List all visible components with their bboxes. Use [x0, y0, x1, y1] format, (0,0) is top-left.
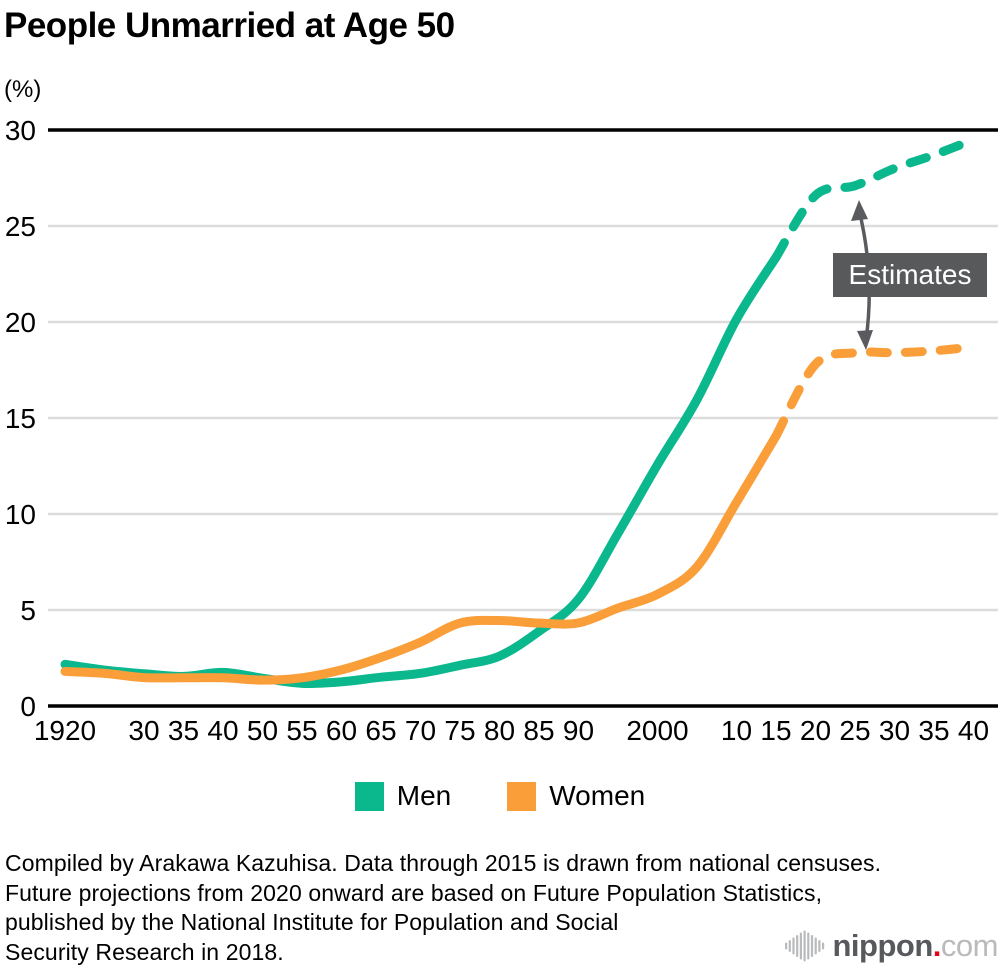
soundwave-bar [810, 935, 813, 957]
x-tick-label: 2000 [626, 715, 688, 746]
men-line-estimate [771, 135, 978, 262]
x-tick-label: 65 [365, 715, 396, 746]
logo-tld: com [940, 928, 999, 963]
x-tick-label: 80 [484, 715, 515, 746]
x-tick-label: 50 [247, 715, 278, 746]
soundwave-bar [814, 937, 817, 955]
legend-item-women: Women [507, 780, 645, 812]
x-tick-label: 55 [286, 715, 317, 746]
soundwave-icon [784, 930, 824, 962]
chart-area: 0 5 10 15 20 25 30 1920 30 35 40 50 55 60 65 70 75 80 85 90… [5, 115, 998, 746]
soundwave-bar [791, 937, 795, 955]
x-tick-label: 75 [444, 715, 475, 746]
y-tick-label: 25 [5, 211, 36, 242]
y-tick-label: 30 [5, 115, 36, 146]
nippon-logo: nippon.com [784, 928, 999, 964]
soundwave-bar [817, 940, 820, 952]
caption-line: Compiled by Arakawa Kazuhisa. Data throu… [5, 850, 882, 876]
x-tick-label: 60 [326, 715, 357, 746]
line-chart-svg: 0 5 10 15 20 25 30 1920 30 35 40 50 55 60 65 70 75 80 85 90… [5, 115, 998, 746]
estimates-annotation-label: Estimates [833, 253, 987, 297]
y-tick-label: 20 [5, 307, 36, 338]
source-caption: Compiled by Arakawa Kazuhisa. Data throu… [5, 849, 881, 967]
caption-line: Security Research in 2018. [5, 938, 284, 965]
caption-line: Future projections from 2020 onward are … [5, 879, 823, 906]
women-color-swatch [507, 781, 537, 811]
x-tick-label: 15 [760, 715, 791, 746]
x-tick-label: 40 [207, 715, 238, 746]
x-tick-label: 1920 [34, 715, 96, 746]
x-tick-label: 10 [721, 715, 752, 746]
legend-label-women: Women [549, 780, 646, 811]
x-tick-label: 70 [405, 715, 436, 746]
men-color-swatch [354, 781, 384, 811]
soundwave-bar [806, 932, 809, 960]
soundwave-bar [821, 942, 824, 950]
logo-dot: . [932, 928, 942, 963]
y-axis-unit-label: (%) [4, 76, 42, 103]
soundwave-bar [799, 932, 802, 960]
y-tick-label: 0 [20, 691, 36, 722]
x-tick-label: 35 [918, 715, 949, 746]
soundwave-bar [788, 940, 791, 952]
caption-line: published by the National Institute for … [5, 909, 619, 935]
soundwave-bar [784, 942, 787, 950]
x-tick-label: 90 [563, 715, 594, 746]
estimates-arrow-head-up [851, 200, 868, 221]
x-tick-label: 30 [128, 715, 159, 746]
x-tick-label: 20 [800, 715, 831, 746]
x-tick-label: 85 [523, 715, 554, 746]
y-tick-label: 10 [5, 499, 36, 530]
women-line-actual [60, 431, 781, 685]
y-tick-label: 15 [5, 403, 36, 434]
x-tick-label: 35 [168, 715, 199, 746]
legend-item-men: Men [354, 780, 452, 812]
page-title: People Unmarried at Age 50 [4, 6, 455, 45]
women-line-estimate [771, 342, 978, 441]
estimates-arrow-head-down [857, 330, 873, 350]
legend: Men Women [0, 780, 1000, 812]
logo-brand: nippon [832, 928, 934, 963]
y-tick-label: 5 [20, 595, 36, 626]
soundwave-bar [795, 935, 798, 957]
soundwave-bar [803, 930, 806, 962]
nippon-logo-text: nippon.com [833, 928, 999, 964]
legend-label-men: Men [396, 780, 452, 811]
x-tick-label: 30 [879, 715, 910, 746]
x-tick-label: 40 [958, 715, 989, 746]
x-tick-label: 25 [839, 715, 870, 746]
